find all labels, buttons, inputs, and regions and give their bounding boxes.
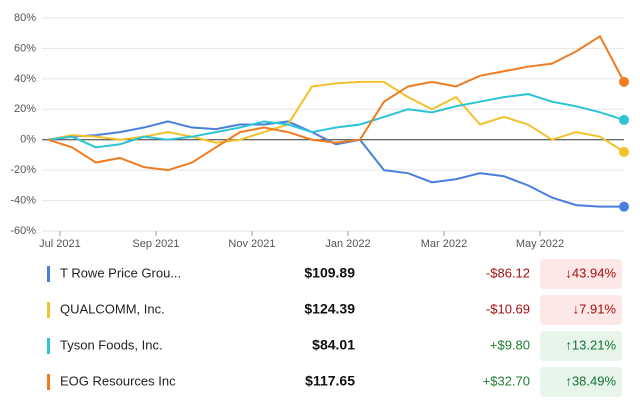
- end-dot: [619, 114, 629, 125]
- end-dot: [619, 146, 629, 157]
- y-tick-label: 80%: [14, 12, 36, 24]
- change-pct-badge: [540, 367, 622, 397]
- change-pct-badge: [540, 259, 622, 289]
- change-pct-badge: [540, 331, 622, 361]
- x-tick-label: Mar 2022: [421, 238, 467, 250]
- end-dot: [619, 201, 629, 212]
- change-pct: ↓7.91%: [573, 301, 617, 316]
- x-tick-label: Jul 2021: [39, 238, 81, 250]
- x-tick-label: Jan 2022: [325, 238, 370, 250]
- y-tick-label: 20%: [14, 103, 36, 115]
- x-tick-label: Nov 2021: [228, 238, 275, 250]
- series-name: T Rowe Price Grou...: [60, 265, 181, 280]
- change: +$32.70: [483, 373, 530, 388]
- price: $117.65: [305, 373, 355, 389]
- price: $84.01: [312, 337, 355, 353]
- x-tick-label: May 2022: [516, 238, 564, 250]
- legend-swatch: [47, 266, 50, 282]
- series-line: [47, 34, 625, 172]
- change: -$10.69: [486, 301, 530, 316]
- series-name: EOG Resources Inc: [60, 373, 176, 388]
- change-pct: ↑13.21%: [565, 337, 616, 352]
- legend-swatch: [47, 338, 50, 354]
- y-tick-label: -20%: [10, 164, 36, 176]
- price: $109.89: [304, 265, 355, 281]
- change: +$9.80: [490, 337, 530, 352]
- change-pct-badge: [540, 295, 622, 325]
- series-line: [47, 120, 624, 208]
- change-pct: ↓43.94%: [565, 265, 616, 280]
- price: $124.39: [304, 301, 355, 317]
- series-name: Tyson Foods, Inc.: [60, 337, 163, 352]
- y-tick-label: -40%: [10, 194, 36, 206]
- legend-swatch: [47, 374, 50, 390]
- y-tick-label: 60%: [14, 42, 36, 54]
- change: -$86.12: [486, 265, 530, 280]
- legend-swatch: [47, 302, 50, 318]
- series-name: QUALCOMM, Inc.: [60, 301, 165, 316]
- y-tick-label: 40%: [14, 73, 36, 85]
- y-tick-label: 0%: [20, 134, 36, 146]
- change-pct: ↑38.49%: [565, 373, 616, 388]
- series-line: [47, 80, 625, 153]
- series-line: [47, 93, 625, 149]
- y-tick-label: -60%: [10, 225, 36, 237]
- end-dot: [619, 76, 629, 87]
- x-tick-label: Sep 2021: [132, 238, 179, 250]
